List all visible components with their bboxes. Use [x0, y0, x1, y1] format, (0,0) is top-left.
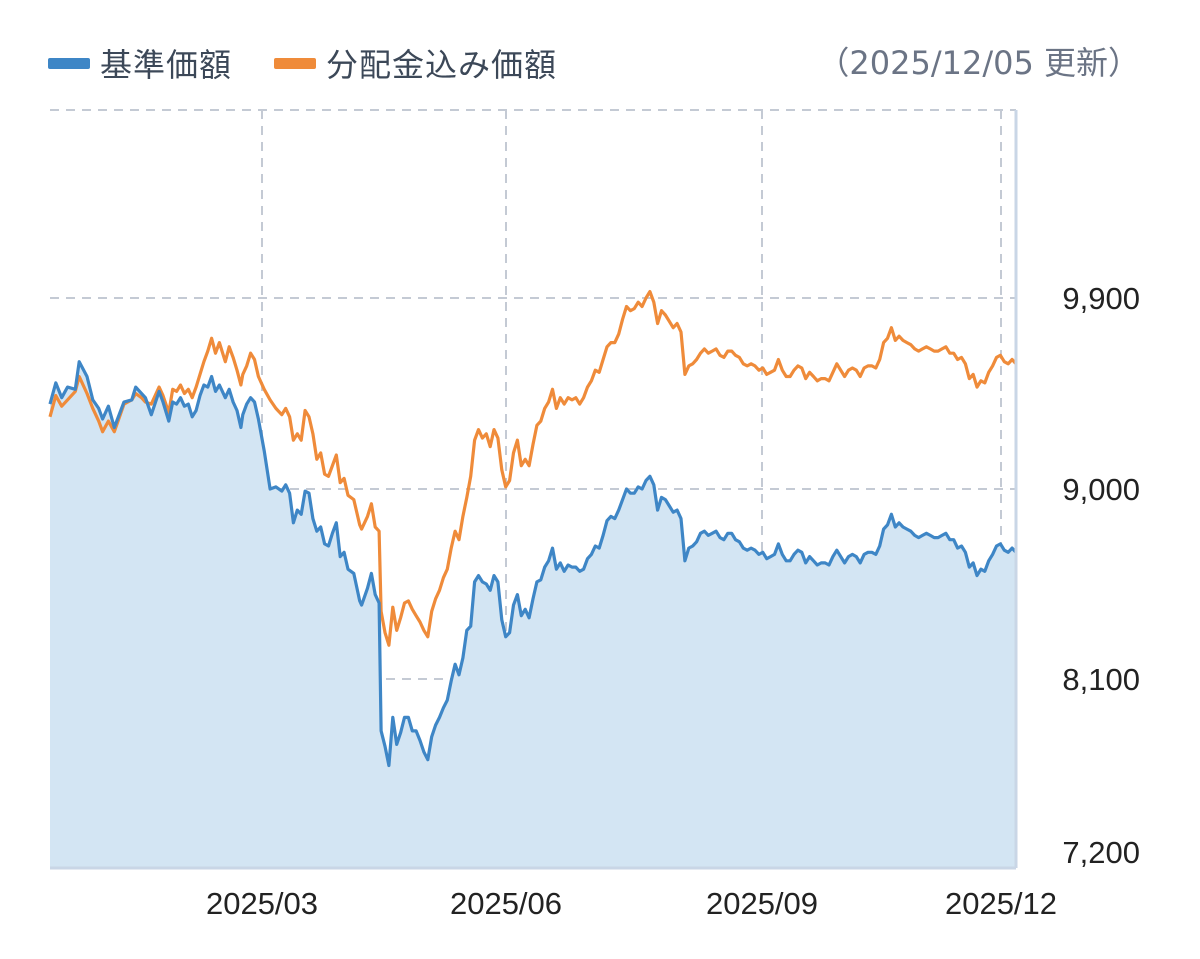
- chart-legend: 基準価額 分配金込み価額: [48, 38, 599, 88]
- x-tick-label: 2025/12: [945, 886, 1057, 921]
- legend-label-with-dividends: 分配金込み価額: [326, 46, 558, 84]
- legend-label-nav: 基準価額: [100, 46, 233, 84]
- series-line-nav: [48, 360, 1018, 768]
- chart-labels: 9,900 9,000 8,100 7,200 2025/03 2025/06 2025/0…: [206, 281, 1140, 921]
- legend-item-with-dividends[interactable]: 分配金込み価額: [274, 40, 557, 86]
- legend-item-nav[interactable]: 基準価額: [48, 40, 232, 86]
- y-tick-label: 7,200: [1062, 835, 1140, 870]
- x-tick-label: 2025/09: [706, 886, 818, 921]
- x-tick-label: 2025/03: [206, 886, 318, 921]
- chart-axes: [50, 110, 1018, 870]
- legend-swatch-with-dividends: [274, 57, 317, 69]
- updated-date: （2025/12/05 更新）: [817, 44, 1140, 82]
- y-tick-label: 8,100: [1062, 662, 1140, 697]
- chart-area: [50, 361, 1016, 868]
- nav-area-fill: [50, 361, 1016, 868]
- series-line-with-dividends: [48, 290, 1018, 647]
- y-tick-label: 9,000: [1062, 472, 1140, 507]
- x-tick-label: 2025/06: [450, 886, 562, 921]
- y-tick-label: 9,900: [1062, 281, 1140, 316]
- chart-lines: [48, 290, 1018, 768]
- legend-swatch-nav: [48, 57, 90, 69]
